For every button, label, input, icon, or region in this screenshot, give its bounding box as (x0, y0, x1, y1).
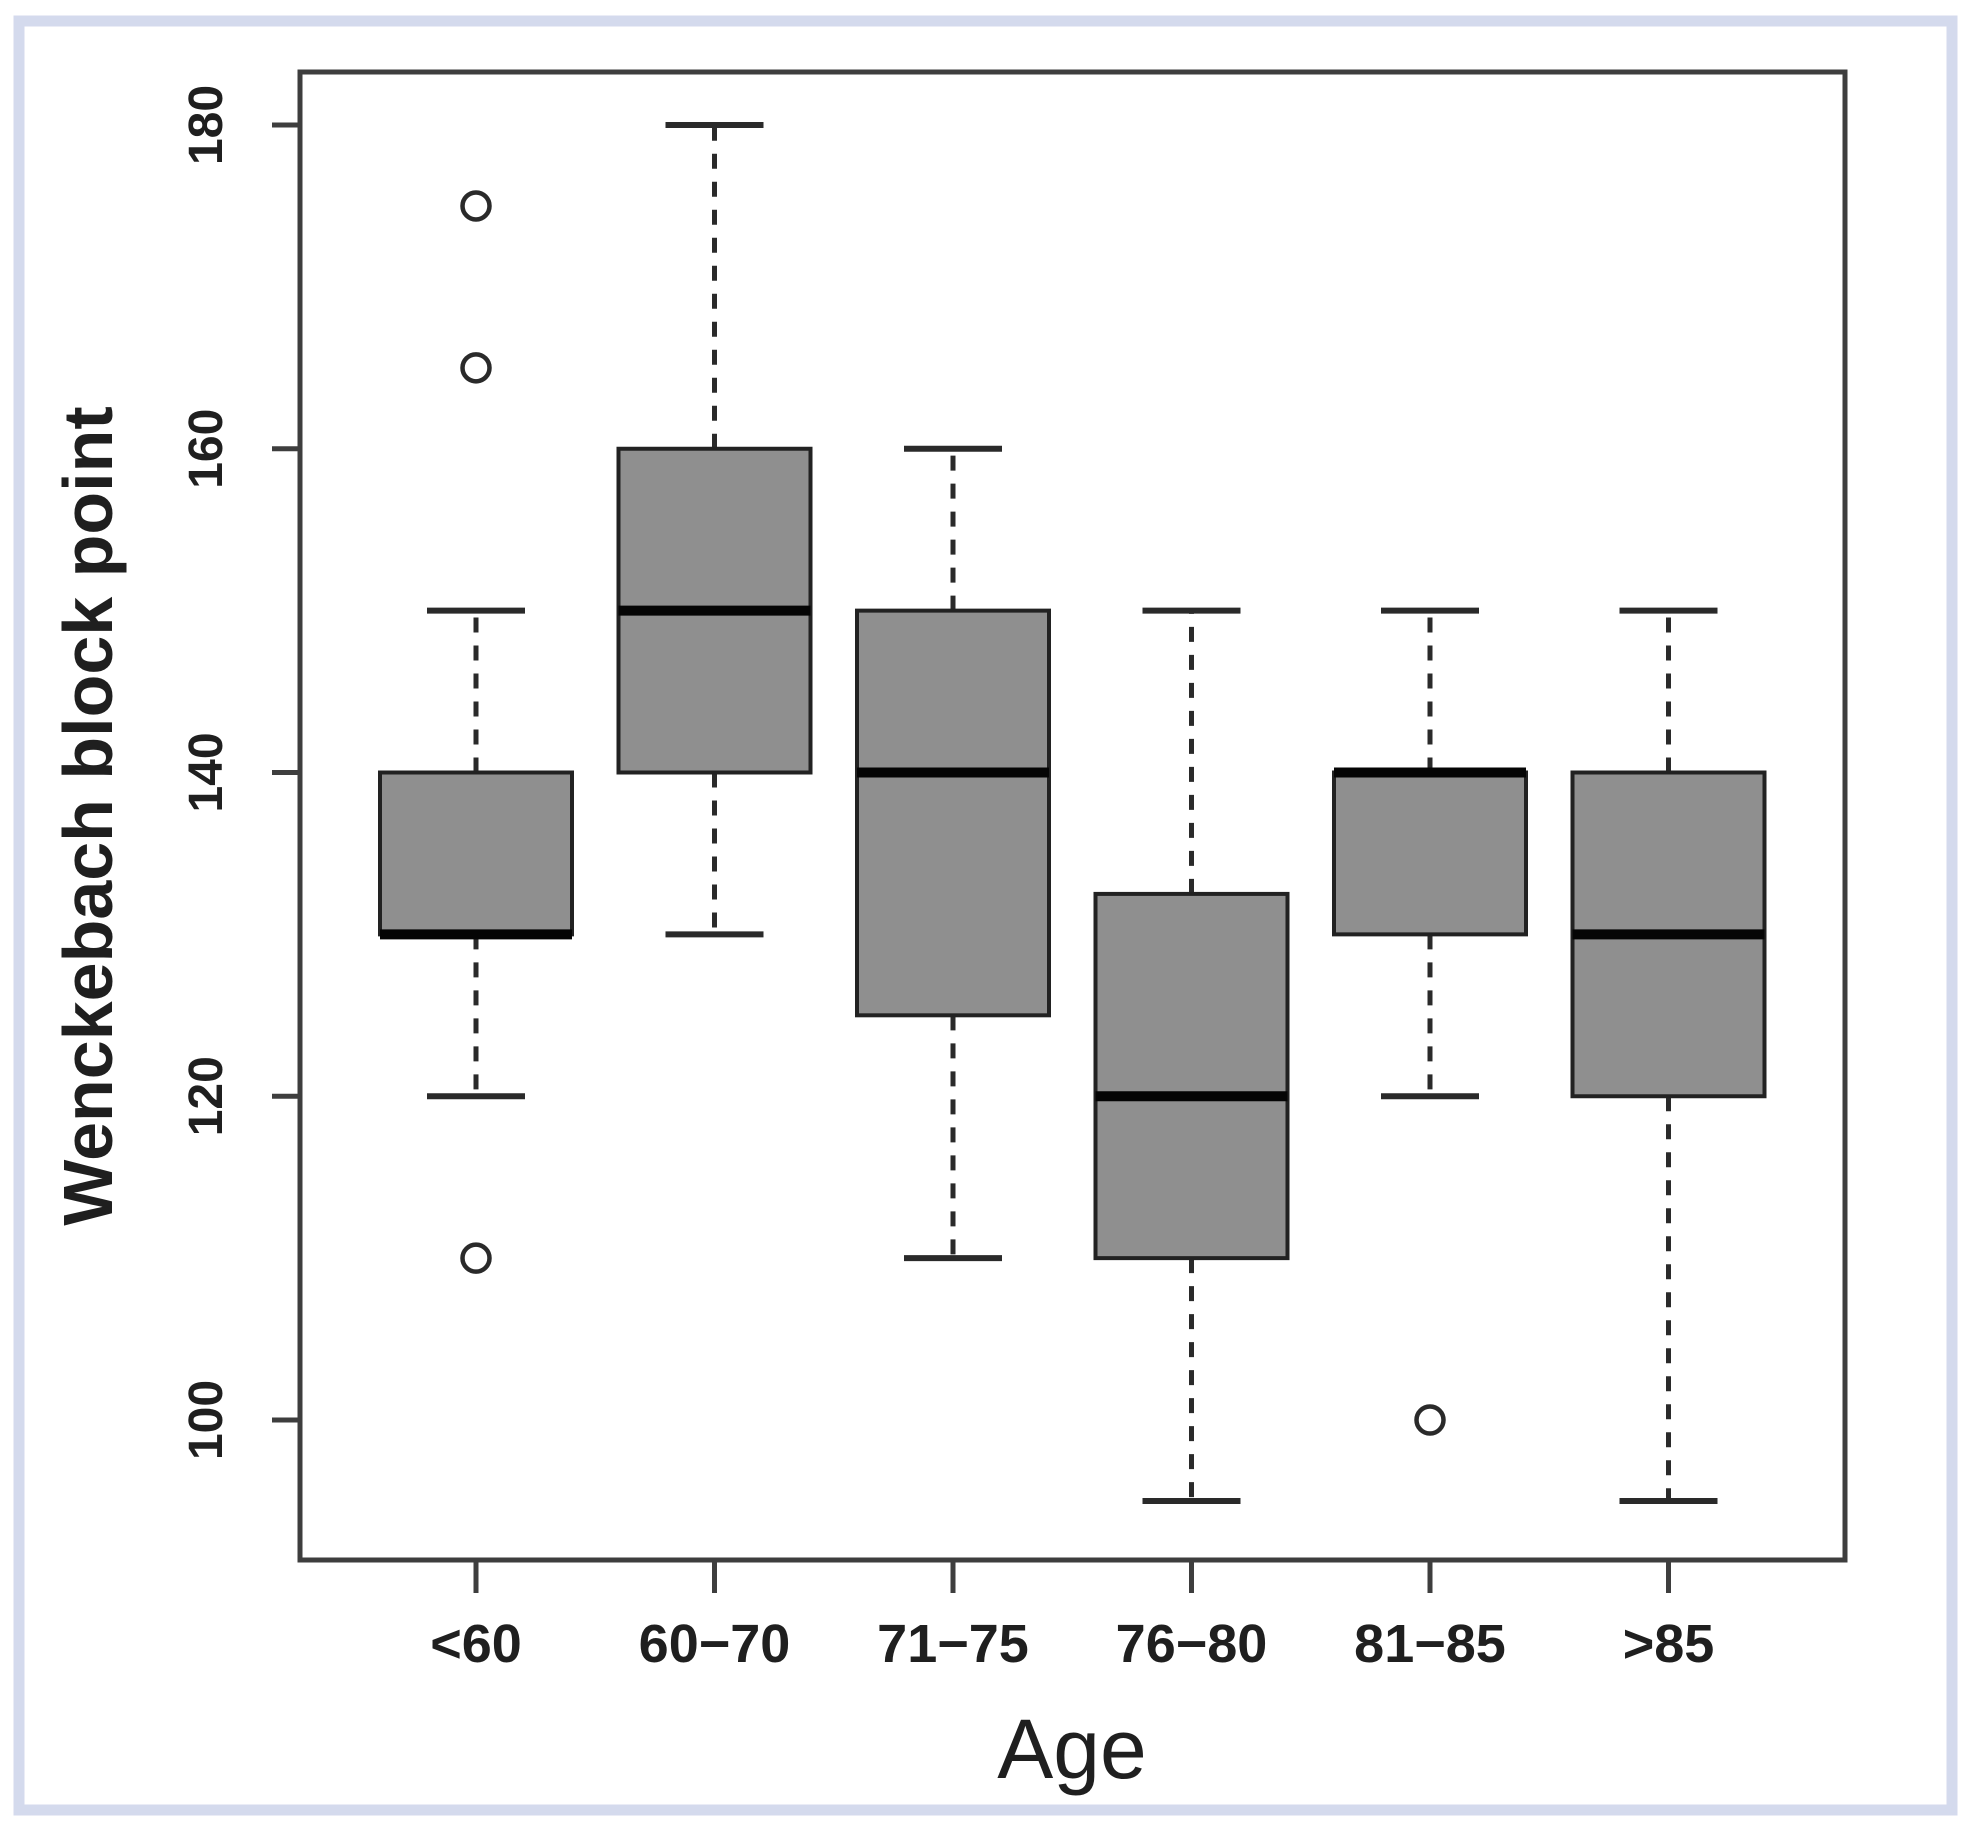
y-axis-tick-label: 140 (180, 732, 233, 812)
outlier-point (1414, 1404, 1446, 1436)
x-axis-tick-label: 76−80 (1116, 1614, 1268, 1674)
y-axis-tick-label: 180 (180, 85, 233, 165)
x-axis-tick-label: 60−70 (639, 1614, 791, 1674)
y-axis-tick-label: 160 (180, 409, 233, 489)
iqr-box (378, 770, 574, 937)
x-axis-tick-label: >85 (1623, 1614, 1715, 1674)
iqr-box (1332, 770, 1528, 937)
y-axis-tick-label: 120 (180, 1056, 233, 1136)
x-axis-tick-label: 71−75 (877, 1614, 1029, 1674)
chart-layer: 100 120 140 160 180 <60 60−70 71−75 76−80 81−85 >8… (180, 85, 1767, 1674)
plot-area-border (297, 69, 1848, 1563)
iqr-box (1093, 891, 1290, 1261)
y-axis-tick-label: 100 (180, 1380, 233, 1460)
page-border (13, 15, 1958, 1816)
outlier-point (460, 1242, 492, 1274)
x-axis-tick-label: <60 (430, 1614, 522, 1674)
x-axis-title: Age (997, 1702, 1146, 1796)
iqr-box (855, 608, 1051, 1018)
outlier-point (460, 352, 492, 384)
y-axis-title: Wenckebach block point (49, 406, 127, 1225)
outlier-point (460, 190, 492, 222)
x-axis-tick-label: 81−85 (1354, 1614, 1506, 1674)
